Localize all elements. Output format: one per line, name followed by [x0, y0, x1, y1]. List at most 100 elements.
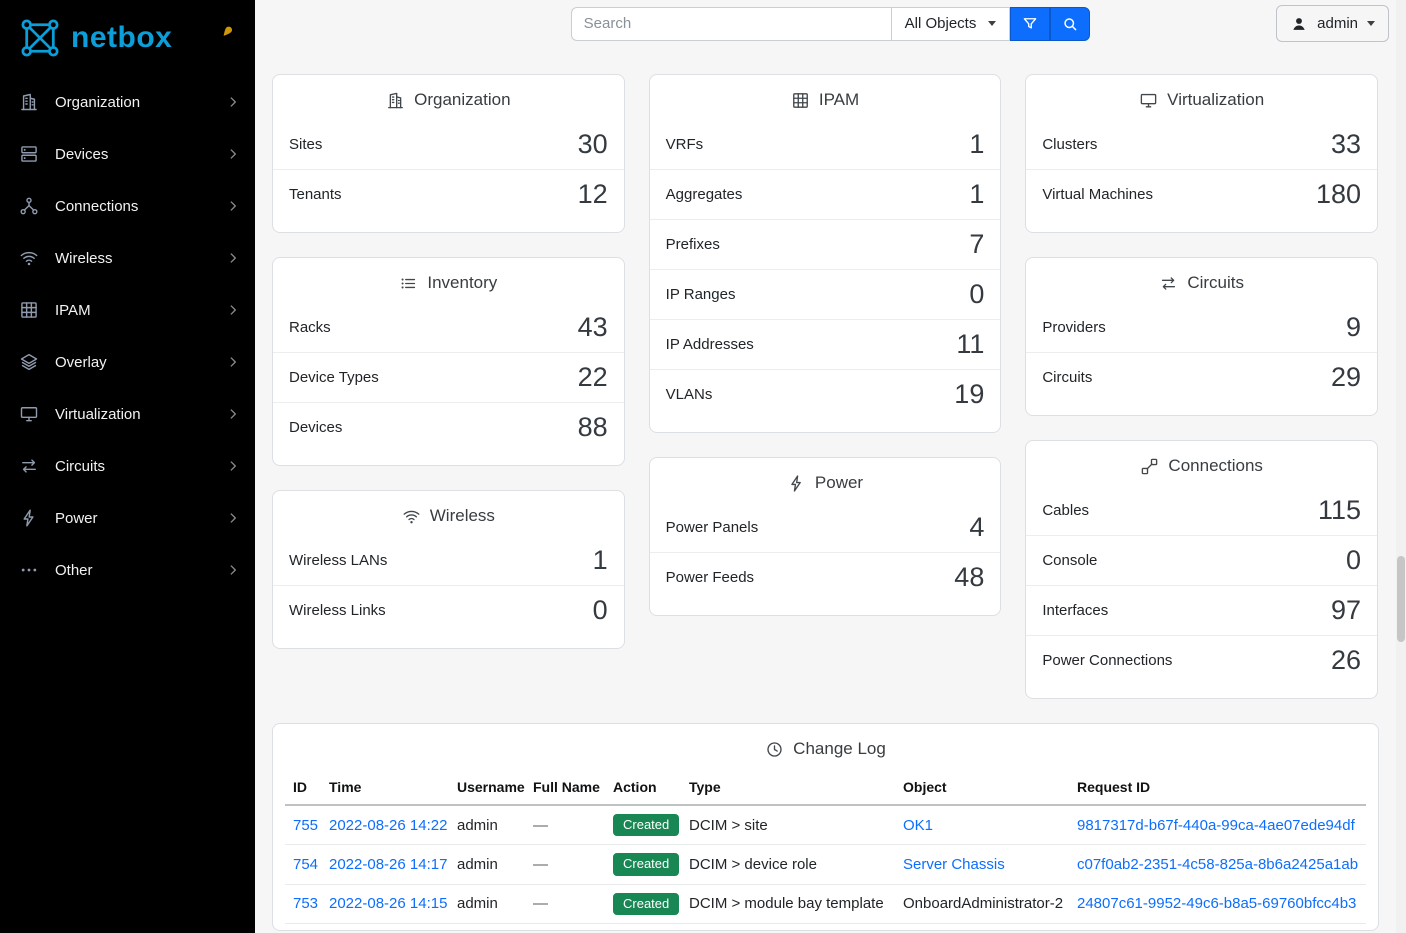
sidebar-item-ipam[interactable]: IPAM [0, 284, 255, 336]
changelog-time-link[interactable]: 2022-08-26 14:22 [329, 816, 448, 834]
sidebar-item-other[interactable]: Other [0, 544, 255, 596]
filter-button[interactable] [1010, 6, 1051, 41]
stat-link-power-panels[interactable]: Power Panels [665, 518, 759, 536]
changelog-request-id-link[interactable]: 24807c61-9952-49c6-b8a5-69760bfcc4b3 [1077, 895, 1357, 913]
stat-value-ip-addresses[interactable]: 11 [956, 329, 985, 359]
stat-link-providers[interactable]: Providers [1042, 318, 1106, 336]
sidebar-item-wireless[interactable]: Wireless [0, 232, 255, 284]
stat-link-vlans[interactable]: VLANs [665, 386, 713, 403]
card-title-text: Power [814, 473, 864, 492]
changelog-time-link[interactable]: 2022-08-26 14:17 [329, 855, 448, 873]
changelog-id-link[interactable]: 753 [293, 895, 319, 913]
stat-link-wireless-lans[interactable]: Wireless LANs [289, 551, 388, 569]
stat-value-console[interactable]: 0 [1345, 545, 1362, 575]
stat-link-power-feeds[interactable]: Power Feeds [665, 569, 755, 586]
bolt-icon [787, 474, 806, 493]
stat-link-prefixes[interactable]: Prefixes [665, 236, 720, 253]
user-menu-button[interactable]: admin [1276, 5, 1389, 42]
stat-value-device-types[interactable]: 22 [577, 362, 608, 392]
stat-link-power-connections[interactable]: Power Connections [1042, 652, 1173, 669]
stat-link-racks[interactable]: Racks [289, 318, 331, 336]
stat-value-aggregates[interactable]: 1 [969, 179, 985, 209]
column-header-username: Username [449, 770, 525, 806]
column-header-request-id: Request ID [1069, 770, 1366, 806]
stat-link-circuits[interactable]: Circuits [1042, 369, 1093, 386]
chevron-right-icon [226, 95, 240, 109]
stat-row: Tenants 12 [273, 169, 624, 219]
stat-value-power-connections[interactable]: 26 [1330, 645, 1362, 675]
netbox-logo[interactable]: netbox [18, 16, 172, 60]
stat-link-devices[interactable]: Devices [289, 419, 343, 436]
sidebar-item-devices[interactable]: Devices [0, 128, 255, 180]
changelog-id-link[interactable]: 754 [293, 855, 319, 873]
stat-link-ip-ranges[interactable]: IP Ranges [665, 286, 736, 303]
changelog-request-id-link[interactable]: c07f0ab2-2351-4c58-825a-8b6a2425a1ab [1077, 855, 1359, 873]
sidebar-item-circuits[interactable]: Circuits [0, 440, 255, 492]
changelog-time-link[interactable]: 2022-08-26 14:15 [329, 895, 448, 913]
stat-row: Aggregates 1 [649, 169, 1001, 219]
transfer-arrows-icon [1159, 274, 1178, 293]
card-virtualization: Virtualization Clusters 33 Virtual Machi… [1025, 74, 1379, 233]
sidebar-item-virtualization[interactable]: Virtualization [0, 388, 255, 440]
changelog-object-link[interactable]: Server Chassis [903, 855, 1005, 873]
object-type-select[interactable]: All Objects [890, 6, 1011, 41]
stat-link-interfaces[interactable]: Interfaces [1042, 602, 1109, 619]
stat-row: Sites 30 [273, 119, 624, 169]
stat-value-vrfs[interactable]: 1 [969, 128, 985, 159]
stat-link-aggregates[interactable]: Aggregates [665, 186, 743, 203]
stat-value-interfaces[interactable]: 97 [1330, 595, 1362, 625]
stat-link-ip-addresses[interactable]: IP Addresses [665, 336, 754, 353]
scrollbar-thumb[interactable] [1397, 556, 1405, 642]
stat-row: Providers 9 [1026, 302, 1377, 352]
stat-value-ip-ranges[interactable]: 0 [969, 279, 985, 309]
table-row: 753 2022-08-26 14:15 admin — Created DCI… [285, 884, 1366, 924]
object-type-selected: All Objects [904, 15, 977, 32]
stat-value-clusters[interactable]: 33 [1330, 128, 1362, 159]
stat-value-racks[interactable]: 43 [577, 311, 608, 342]
stat-value-tenants[interactable]: 12 [577, 179, 608, 209]
stat-value-cables[interactable]: 115 [1317, 494, 1362, 525]
stat-value-circuits[interactable]: 29 [1330, 362, 1362, 392]
stat-value-prefixes[interactable]: 7 [969, 229, 985, 259]
stat-value-sites[interactable]: 30 [577, 128, 608, 159]
sidebar-item-power[interactable]: Power [0, 492, 255, 544]
stat-value-vlans[interactable]: 19 [954, 379, 985, 409]
stat-value-providers[interactable]: 9 [1345, 311, 1362, 342]
sidebar-item-organization[interactable]: Organization [0, 76, 255, 128]
changelog-full-name: — [533, 816, 548, 834]
changelog-object-link[interactable]: OK1 [903, 816, 934, 834]
stat-link-tenants[interactable]: Tenants [289, 186, 342, 203]
card-ipam: IPAM VRFs 1 Aggregates 1 [648, 74, 1002, 433]
stat-value-wireless-lans[interactable]: 1 [592, 544, 608, 575]
search-button[interactable] [1050, 6, 1091, 41]
sidebar-item-overlay[interactable]: Overlay [0, 336, 255, 388]
stat-link-virtual-machines[interactable]: Virtual Machines [1042, 186, 1153, 203]
card-title-text: Change Log [793, 739, 886, 758]
card-title-text: Organization [414, 90, 511, 109]
stat-link-console[interactable]: Console [1042, 552, 1098, 569]
action-badge: Created [613, 814, 680, 837]
stat-link-sites[interactable]: Sites [289, 135, 323, 153]
changelog-type: DCIM > device role [689, 855, 817, 873]
changelog-id-link[interactable]: 755 [293, 816, 319, 834]
funnel-icon [1024, 17, 1037, 29]
stat-link-clusters[interactable]: Clusters [1042, 135, 1098, 153]
stat-link-device-types[interactable]: Device Types [289, 369, 379, 386]
pin-sidebar-icon[interactable] [218, 24, 235, 46]
changelog-request-id-link[interactable]: 9817317d-b67f-440a-99ca-4ae07ede94df [1077, 816, 1355, 834]
stat-value-power-panels[interactable]: 4 [969, 511, 985, 542]
bolt-icon [17, 506, 41, 530]
building-icon [17, 90, 41, 114]
stat-value-power-feeds[interactable]: 48 [954, 562, 985, 592]
stat-row: Racks 43 [273, 302, 624, 352]
stat-link-vrfs[interactable]: VRFs [665, 135, 704, 153]
stat-value-wireless-links[interactable]: 0 [592, 595, 608, 625]
search-input[interactable] [570, 6, 891, 41]
stat-value-virtual-machines[interactable]: 180 [1315, 179, 1362, 209]
stat-link-cables[interactable]: Cables [1042, 501, 1090, 519]
sidebar-item-connections[interactable]: Connections [0, 180, 255, 232]
scrollbar[interactable] [1396, 0, 1406, 933]
stat-link-wireless-links[interactable]: Wireless Links [289, 602, 386, 619]
stat-value-devices[interactable]: 88 [577, 412, 608, 442]
chevron-right-icon [226, 199, 240, 213]
